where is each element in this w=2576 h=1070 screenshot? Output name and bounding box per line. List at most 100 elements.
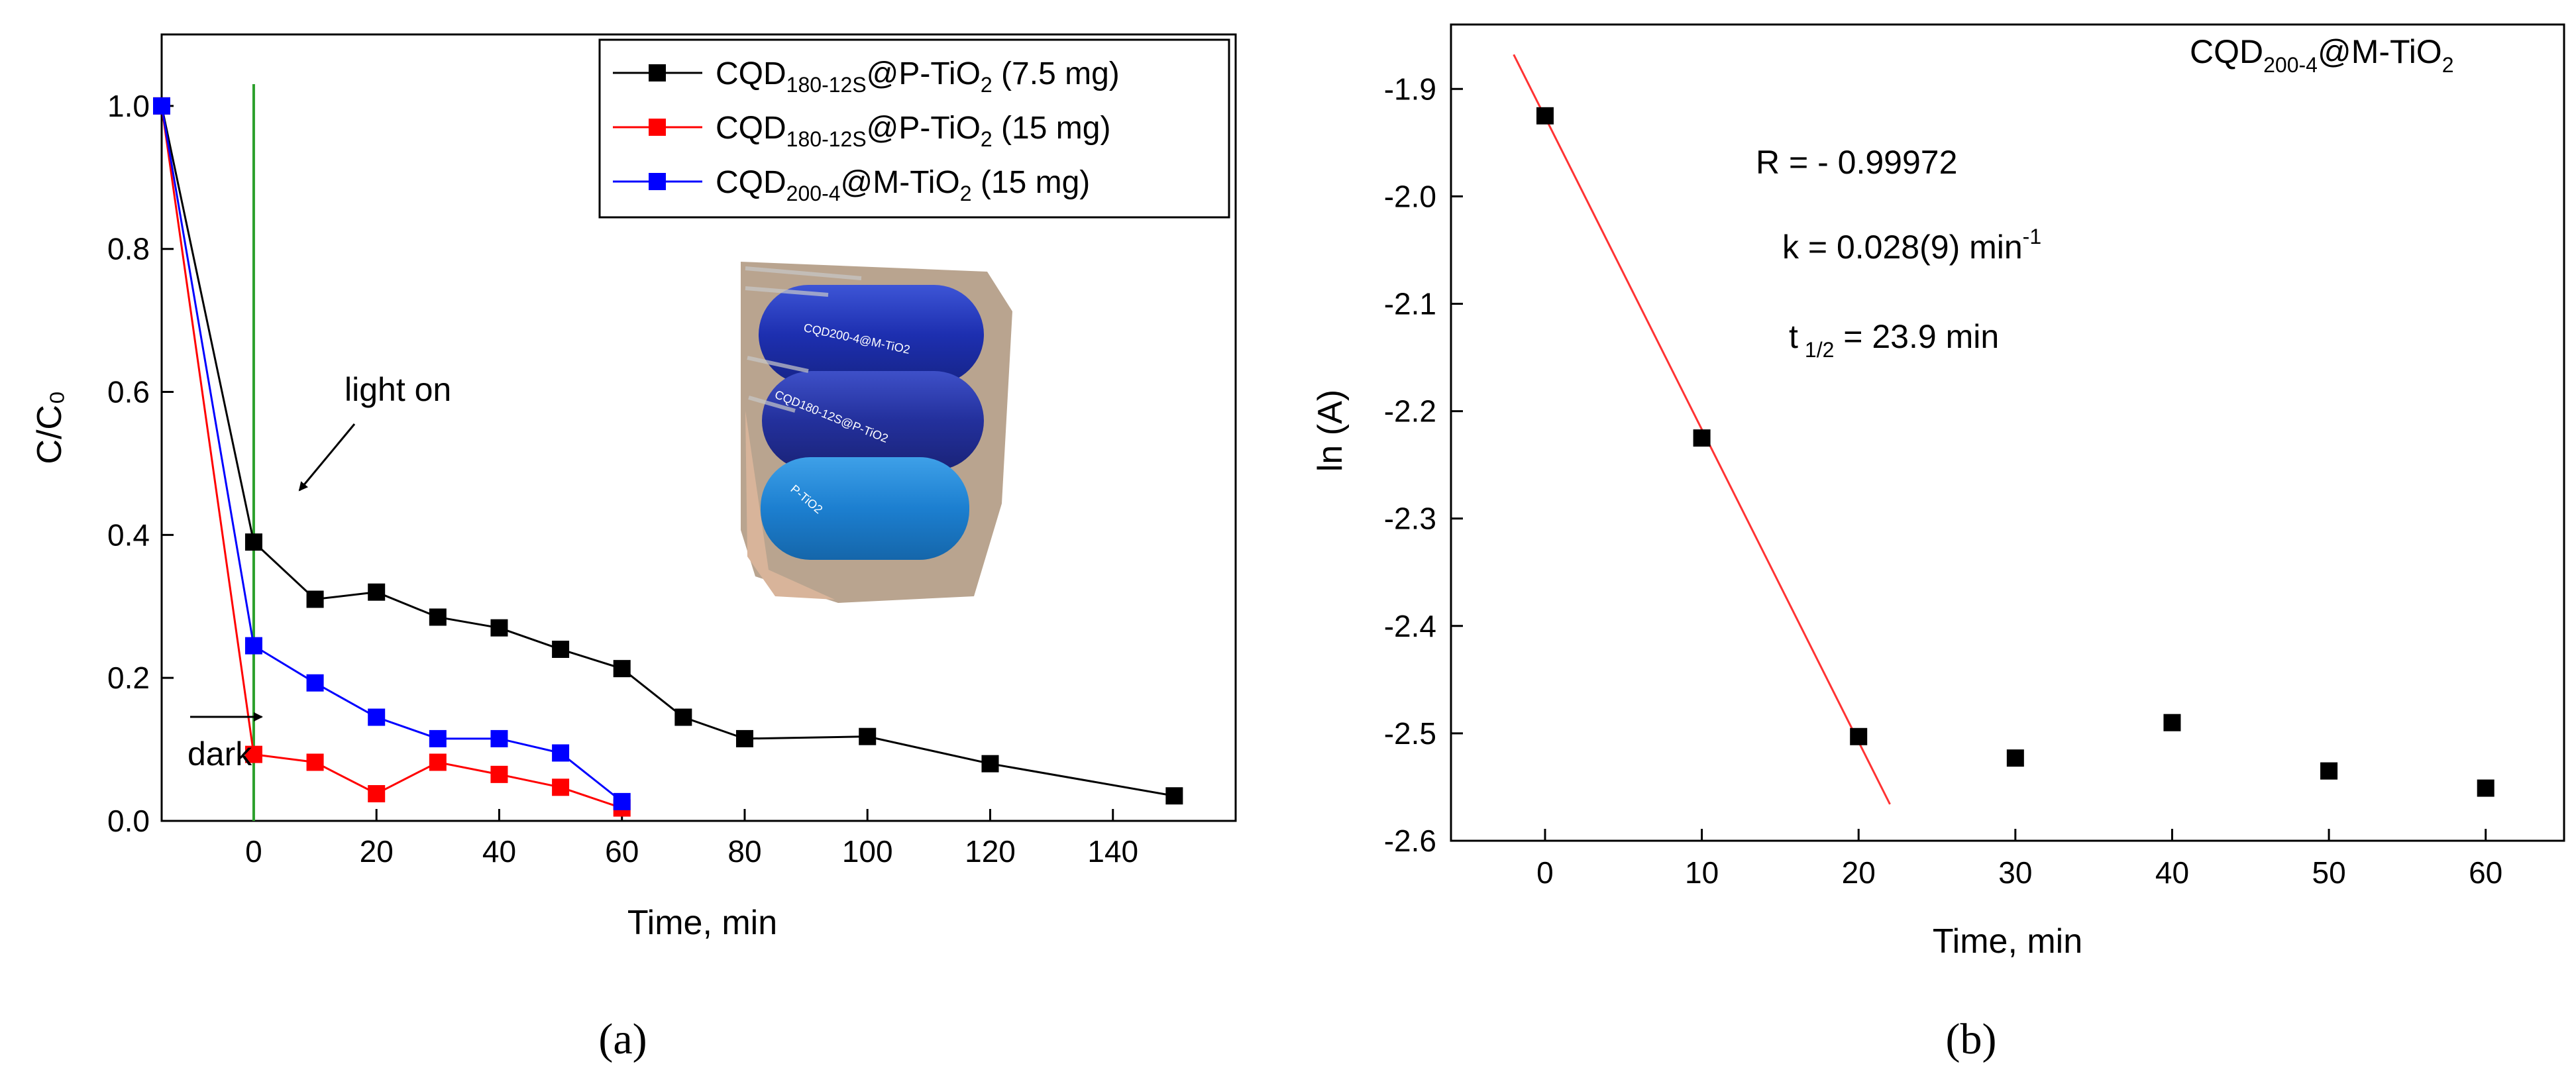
data-point [1536,107,1554,125]
plot-b-x-axis: 0 10 20 30 40 50 60 [1536,829,2502,890]
data-point [2477,779,2495,797]
data-point [552,778,570,796]
data-point [490,765,508,783]
panel-b-label: (b) [1946,1015,1997,1063]
x-tick-label: 30 [1998,855,2032,890]
plot-b-frame [1450,23,2565,842]
plot-a-frame [160,33,1237,822]
data-point [429,608,447,626]
data-point [368,583,386,601]
y-tick-label: 0.4 [107,517,150,552]
panel-a: 0.0 0.2 0.4 0.6 0.8 1.0 0 20 40 60 80 100 120 140 CQ… [30,33,1237,1063]
data-point [613,792,631,810]
x-tick-label: 0 [1536,855,1554,890]
data-point [552,641,570,659]
y-tick-label: -2.2 [1384,394,1436,429]
y-tick-label: 0.8 [107,232,150,266]
plot-b-xlabel: Time, min [1933,922,2082,961]
x-tick-label: 40 [2155,855,2189,890]
y-tick-label: -2.4 [1384,609,1436,643]
data-point [153,97,170,115]
data-point [429,729,447,747]
legend-box [598,38,1230,219]
data-point [429,753,447,771]
panel-a-label: (a) [598,1015,647,1063]
plot-b-y-axis: -2.6 -2.5 -2.4 -2.3 -2.2 -2.1 -2.0 -1.9 [1384,72,1463,858]
x-tick-label: 20 [1842,855,1876,890]
plot-a-xlabel: Time, min [627,904,777,942]
inset-photo-vials: CQD200-4@M-TiO2 CQD180-12S@P-TiO2 P-TiO2 [741,262,1012,603]
plot-a-ylabel: C/C₀ [30,390,69,464]
series-0 [153,97,1183,805]
r-annotation: R = - 0.99972 [1756,144,1957,181]
plot-a-legend: CQD180-12S@P-TiO2 (7.5 mg) CQD180-12S@P-T… [598,38,1230,219]
plot-a-y-axis: 0.0 0.2 0.4 0.6 0.8 1.0 [107,89,174,838]
data-point [490,729,508,747]
data-point [981,755,999,773]
k-annotation: k = 0.028(9) min-1 [1782,225,2041,266]
x-tick-label: 0 [245,834,262,869]
x-tick-label: 100 [842,834,893,869]
dark-annotation: dark [188,735,252,773]
panel-b: -2.6 -2.5 -2.4 -2.3 -2.2 -2.1 -2.0 -1.9 0 10 20 30… [1311,23,2565,1063]
plot-a-series [153,97,1183,817]
data-point [490,619,508,637]
data-point [244,533,262,551]
data-point [1165,787,1183,805]
x-tick-label: 40 [482,834,516,869]
y-tick-label: 0.2 [107,661,150,695]
x-tick-label: 50 [2312,855,2345,890]
y-tick-label: -2.6 [1384,824,1436,858]
data-point [552,744,570,762]
plot-b-ylabel: ln (A) [1311,390,1350,472]
plot-b-points [1536,107,2495,797]
y-tick-label: 0.0 [107,804,150,838]
legend-label: CQD200-4@M-TiO2 (15 mg) [716,165,1090,205]
x-tick-label: 60 [605,834,639,869]
y-tick-label: 1.0 [107,89,150,123]
data-point [674,708,692,726]
series-2 [153,97,631,810]
series-1 [153,97,631,817]
legend-label: CQD180-12S@P-TiO2 (15 mg) [716,111,1110,151]
data-point [368,708,386,726]
data-point [244,745,262,763]
data-point [613,660,631,678]
data-point [306,590,324,608]
data-point [735,729,753,747]
data-point [859,727,877,745]
light-on-annotation: light on [345,371,451,408]
plot-a-x-axis: 0 20 40 60 80 100 120 140 [245,809,1138,869]
y-tick-label: 0.6 [107,375,150,409]
plot-b-title: CQD200-4@M-TiO2 [2190,33,2454,77]
x-tick-label: 60 [2469,855,2502,890]
y-tick-label: -2.0 [1384,179,1436,213]
x-tick-label: 120 [965,834,1016,869]
legend-swatch-marker [649,173,666,190]
x-tick-label: 80 [727,834,761,869]
y-tick-label: -2.3 [1384,502,1436,536]
series-line [160,105,623,809]
data-point [2320,762,2338,780]
data-point [1850,727,1868,745]
legend-swatch-marker [649,119,666,136]
data-point [244,637,262,655]
data-point [2006,749,2024,767]
x-tick-label: 10 [1685,855,1719,890]
data-point [306,674,324,692]
legend-label: CQD180-12S@P-TiO2 (7.5 mg) [716,56,1120,97]
light-on-arrow [298,423,356,492]
data-point [306,753,324,771]
data-point [368,784,386,802]
series-line [160,105,623,803]
data-point [1693,429,1711,447]
legend-swatch-marker [649,64,666,81]
y-tick-label: -2.5 [1384,716,1436,751]
y-tick-label: -1.9 [1384,72,1436,106]
x-tick-label: 20 [360,834,394,869]
y-tick-label: -2.1 [1384,286,1436,321]
data-point [2163,714,2181,731]
half-life-annotation: t 1/2 = 23.9 min [1789,318,1999,362]
x-tick-label: 140 [1087,834,1138,869]
